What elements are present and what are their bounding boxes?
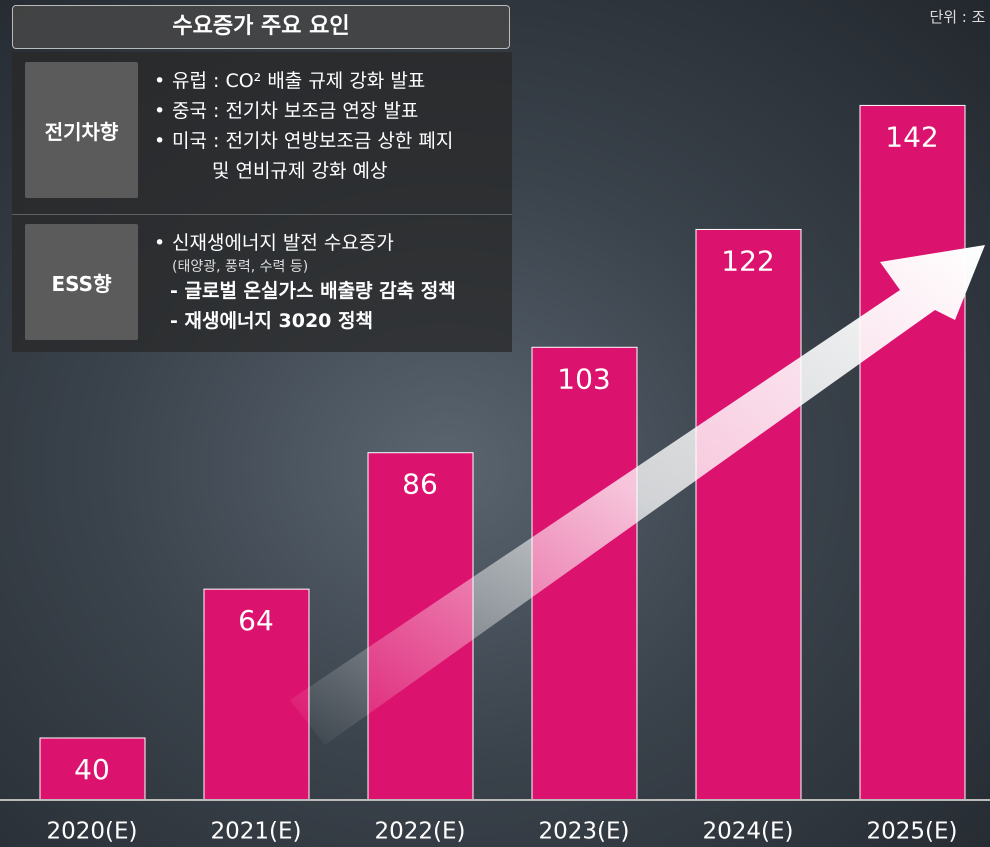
bar xyxy=(860,105,965,800)
x-tick-label: 2025(E) xyxy=(866,819,957,845)
bullet-item: 미국 : 전기차 연방보조금 상한 폐지 xyxy=(150,126,453,156)
bullet-continuation: 및 연비규제 강화 예상 xyxy=(150,156,453,186)
group-items: 신재생에너지 발전 수요증가(태양광, 풍력, 수력 등)- 글로벌 온실가스 … xyxy=(150,228,456,336)
bullet-item: 중국 : 전기차 보조금 연장 발표 xyxy=(150,96,453,126)
bullet-note: (태양광, 풍력, 수력 등) xyxy=(150,258,456,276)
value-label: 142 xyxy=(885,120,938,153)
page: 2020(E) 40 2021(E) 64 2022(E) 86 2023(E) 103 202… xyxy=(0,0,990,847)
x-tick-label: 2024(E) xyxy=(702,819,793,845)
info-panel: 전기차향유럽 : CO² 배출 규제 강화 발표중국 : 전기차 보조금 연장 … xyxy=(12,52,512,352)
x-tick-label: 2021(E) xyxy=(210,819,301,845)
value-label: 86 xyxy=(402,468,438,501)
sub-item: - 글로벌 온실가스 배출량 감축 정책 xyxy=(150,276,456,306)
separator xyxy=(12,214,512,215)
bar xyxy=(696,229,801,800)
value-label: 40 xyxy=(74,753,110,786)
x-tick-label: 2022(E) xyxy=(374,819,465,845)
panel-group: 전기차향유럽 : CO² 배출 규제 강화 발표중국 : 전기차 보조금 연장 … xyxy=(12,62,512,198)
panel-title: 수요증가 주요 요인 xyxy=(12,5,510,49)
value-label: 64 xyxy=(238,604,274,637)
group-label: ESS향 xyxy=(25,224,138,340)
bullet-item: 유럽 : CO² 배출 규제 강화 발표 xyxy=(150,66,453,96)
unit-label: 단위 : 조 원 xyxy=(929,6,990,27)
x-tick-label: 2023(E) xyxy=(538,819,629,845)
bullet-item: 신재생에너지 발전 수요증가 xyxy=(150,228,456,258)
group-label: 전기차향 xyxy=(25,62,138,198)
value-label: 122 xyxy=(721,244,774,277)
value-label: 103 xyxy=(557,362,610,395)
x-tick-label: 2020(E) xyxy=(46,819,137,845)
panel-group: ESS향신재생에너지 발전 수요증가(태양광, 풍력, 수력 등)- 글로벌 온… xyxy=(12,224,512,340)
sub-item: - 재생에너지 3020 정책 xyxy=(150,306,456,336)
group-items: 유럽 : CO² 배출 규제 강화 발표중국 : 전기차 보조금 연장 발표미국… xyxy=(150,66,453,186)
